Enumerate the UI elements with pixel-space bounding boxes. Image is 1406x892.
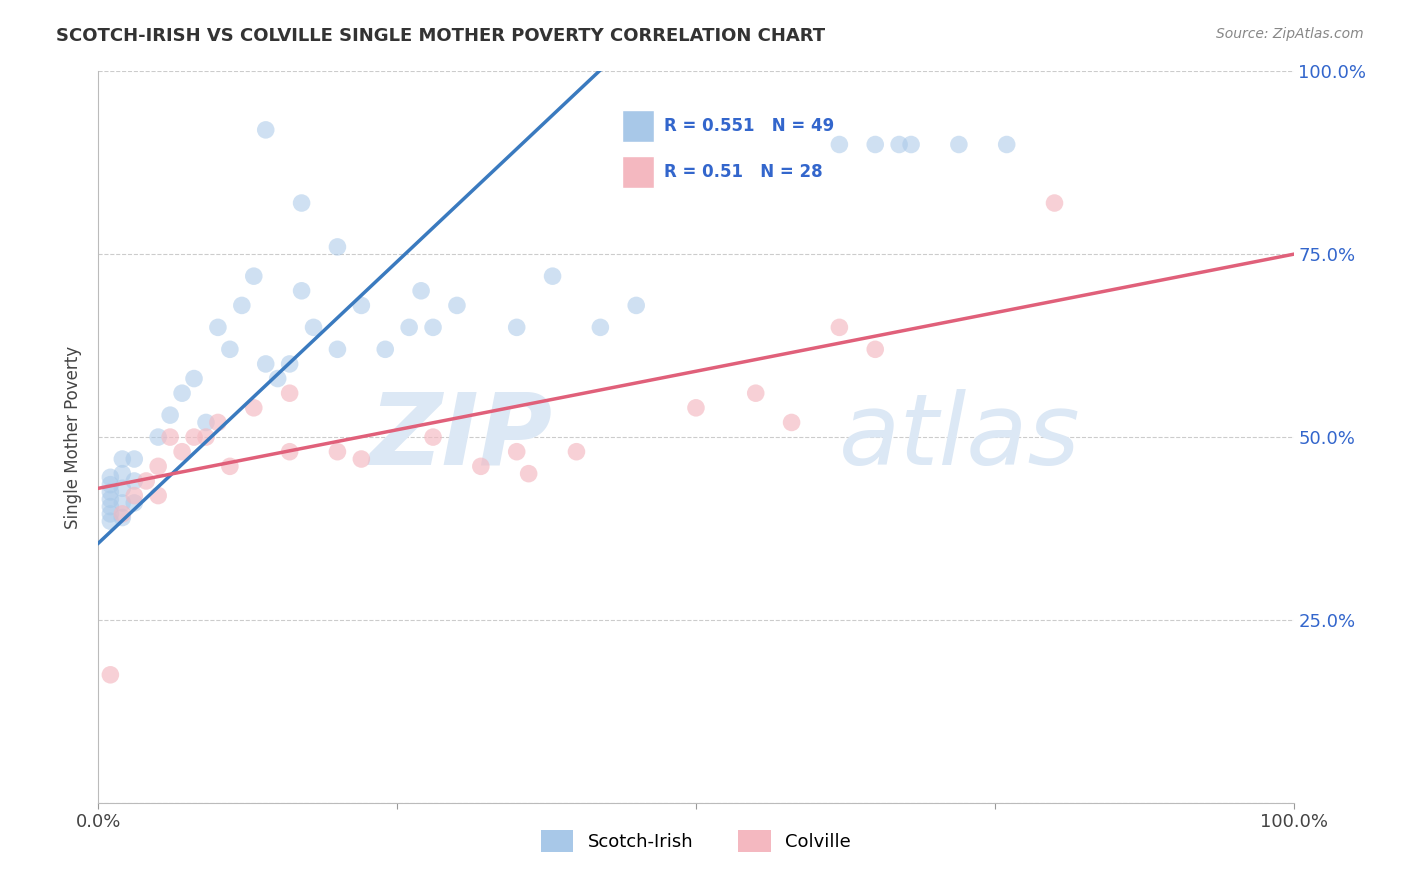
Point <box>291 196 314 211</box>
Point <box>231 298 253 312</box>
Point <box>685 401 707 415</box>
Point <box>470 459 492 474</box>
Point <box>506 444 529 458</box>
Point <box>111 496 134 510</box>
Point <box>374 343 396 357</box>
Point <box>111 510 134 524</box>
Point <box>254 123 277 137</box>
Point <box>98 500 122 514</box>
Point <box>124 489 146 503</box>
Point <box>291 284 314 298</box>
Point <box>148 459 170 474</box>
Point <box>124 496 146 510</box>
Point <box>159 408 181 422</box>
Point <box>422 320 444 334</box>
Point <box>589 320 612 334</box>
Point <box>398 320 420 334</box>
Point <box>565 444 588 458</box>
Point <box>135 474 157 488</box>
Text: Source: ZipAtlas.com: Source: ZipAtlas.com <box>1216 27 1364 41</box>
Point <box>148 430 170 444</box>
Point <box>302 320 325 334</box>
Point <box>828 320 851 334</box>
Point <box>111 481 134 495</box>
Point <box>267 371 290 385</box>
Point <box>183 371 205 385</box>
Point <box>172 444 194 458</box>
Point <box>111 467 134 481</box>
Point <box>541 269 564 284</box>
Point <box>900 137 922 152</box>
Point <box>98 477 122 491</box>
Point <box>350 452 373 467</box>
Point <box>243 401 266 415</box>
Point <box>350 298 373 312</box>
Point <box>219 459 242 474</box>
Point <box>780 416 803 430</box>
Point <box>1043 196 1066 211</box>
Point <box>183 430 205 444</box>
Point <box>98 514 122 528</box>
Legend: Scotch-Irish, Colville: Scotch-Irish, Colville <box>533 823 859 860</box>
Point <box>326 240 349 254</box>
Point <box>148 489 170 503</box>
Point <box>626 298 648 312</box>
Point <box>98 667 122 681</box>
Point <box>446 298 468 312</box>
Point <box>828 137 851 152</box>
Point <box>98 485 122 500</box>
Point <box>278 386 301 401</box>
Point <box>948 137 970 152</box>
Point <box>889 137 911 152</box>
Point <box>422 430 444 444</box>
Point <box>159 430 181 444</box>
Point <box>254 357 277 371</box>
Point <box>865 137 887 152</box>
Text: ZIP: ZIP <box>370 389 553 485</box>
Point <box>278 357 301 371</box>
Y-axis label: Single Mother Poverty: Single Mother Poverty <box>65 345 83 529</box>
Point <box>98 470 122 484</box>
Point <box>124 474 146 488</box>
Text: atlas: atlas <box>839 389 1081 485</box>
Point <box>98 492 122 507</box>
Point <box>195 416 218 430</box>
Point <box>326 444 349 458</box>
Point <box>207 416 229 430</box>
Point <box>865 343 887 357</box>
Point <box>111 507 134 521</box>
Text: SCOTCH-IRISH VS COLVILLE SINGLE MOTHER POVERTY CORRELATION CHART: SCOTCH-IRISH VS COLVILLE SINGLE MOTHER P… <box>56 27 825 45</box>
Point <box>517 467 540 481</box>
Point <box>411 284 433 298</box>
Point <box>506 320 529 334</box>
Point <box>243 269 266 284</box>
Point <box>995 137 1018 152</box>
Point <box>195 430 218 444</box>
Point <box>219 343 242 357</box>
Point <box>98 507 122 521</box>
Point <box>124 452 146 467</box>
Point <box>207 320 229 334</box>
Point <box>172 386 194 401</box>
Point <box>745 386 768 401</box>
Point <box>326 343 349 357</box>
Point <box>278 444 301 458</box>
Point <box>111 452 134 467</box>
